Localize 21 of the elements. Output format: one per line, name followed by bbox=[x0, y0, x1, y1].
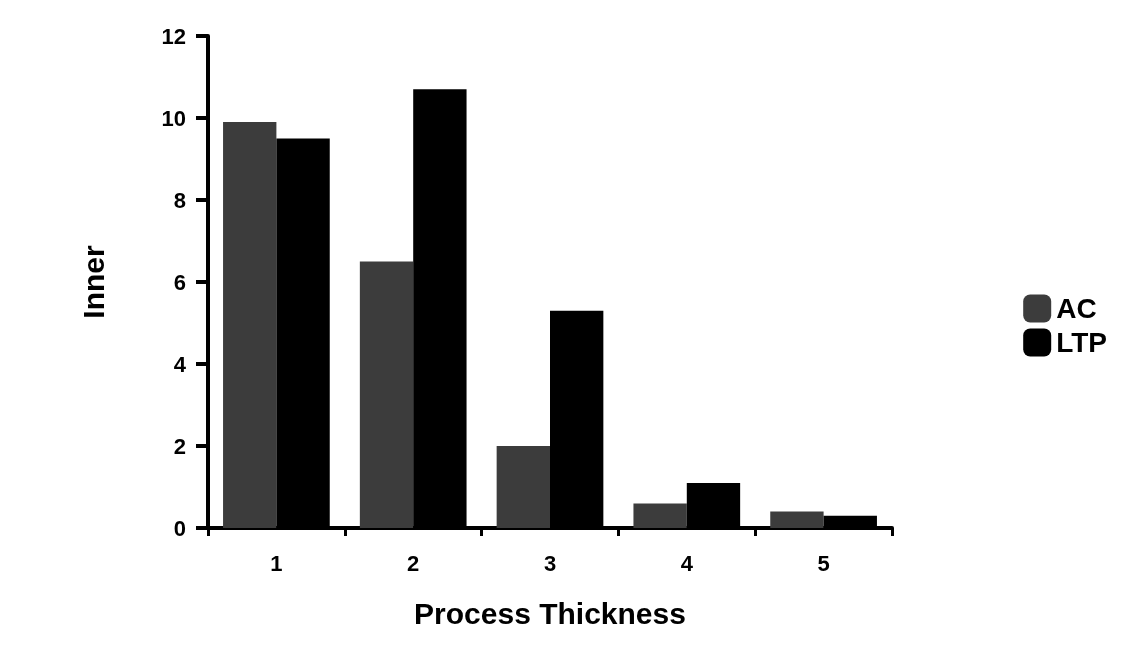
x-tick-label: 4 bbox=[680, 550, 694, 576]
x-tick-label: 2 bbox=[407, 550, 420, 576]
bar bbox=[770, 511, 824, 528]
legend-label: AC bbox=[1056, 293, 1097, 324]
y-tick-label: 12 bbox=[161, 23, 186, 49]
bar bbox=[496, 446, 550, 528]
y-tick-label: 6 bbox=[173, 269, 186, 295]
x-tick-label: 3 bbox=[543, 550, 557, 576]
y-axis-title: Inner bbox=[76, 245, 110, 319]
x-tick-label: 1 bbox=[270, 550, 283, 576]
bar bbox=[633, 503, 687, 528]
y-tick-label: 8 bbox=[173, 187, 186, 213]
bar bbox=[359, 261, 414, 528]
x-axis-title: Process Thickness bbox=[414, 596, 686, 630]
y-tick-label: 2 bbox=[173, 433, 186, 459]
y-tick-label: 10 bbox=[161, 105, 186, 131]
bar bbox=[223, 122, 277, 528]
x-tick-label: 5 bbox=[817, 550, 830, 576]
y-tick-label: 4 bbox=[173, 351, 187, 377]
legend-label: LTP bbox=[1056, 327, 1108, 358]
y-tick-label: 0 bbox=[173, 515, 186, 541]
